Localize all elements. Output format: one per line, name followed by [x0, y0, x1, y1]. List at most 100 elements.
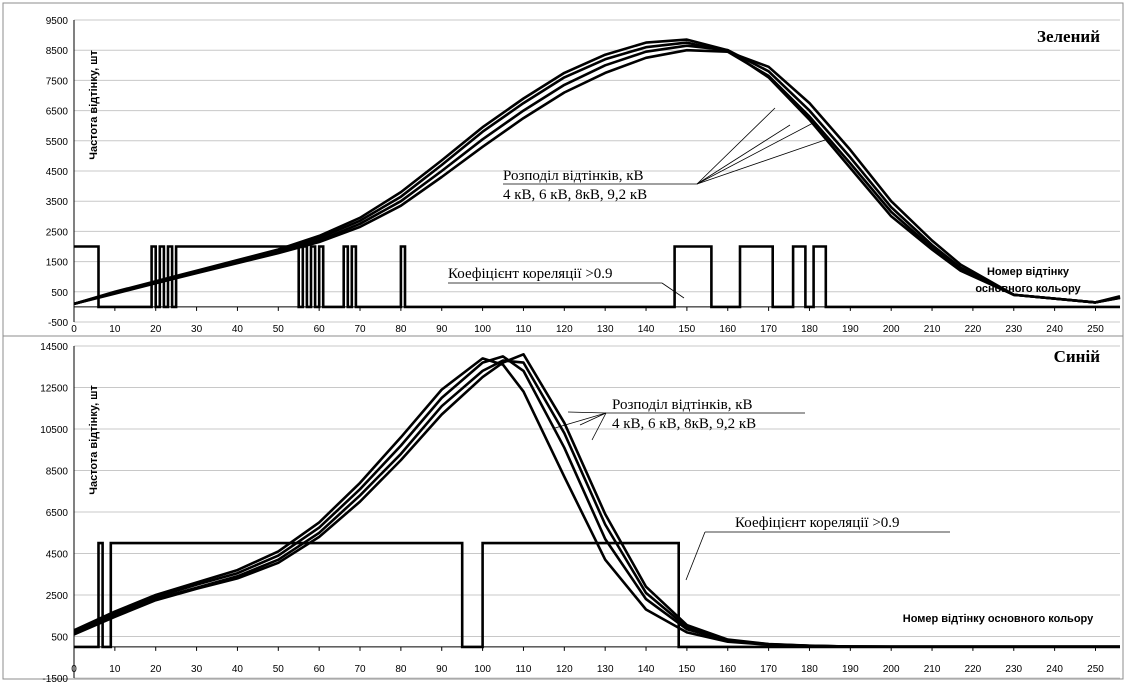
y-tick-green-6: 5500 — [46, 137, 69, 148]
x-tick-blue-12: 120 — [556, 664, 573, 675]
y-tick-green-2: 1500 — [46, 258, 69, 269]
x-tick-blue-5: 50 — [273, 664, 285, 675]
y-tick-green-3: 2500 — [46, 227, 69, 238]
chart-blue: -15005002500450065008500105001250014500 … — [40, 342, 1120, 682]
distribution-label-blue-1: Розподіл відтінків, кВ — [612, 397, 753, 413]
x-tick-green-0: 0 — [71, 324, 77, 335]
x-tick-green-5: 50 — [273, 324, 285, 335]
x-tick-green-2: 20 — [150, 324, 162, 335]
x-tick-green-1: 10 — [109, 324, 121, 335]
x-tick-blue-18: 180 — [801, 664, 818, 675]
y-tick-green-7: 6500 — [46, 107, 69, 118]
x-tick-blue-1: 10 — [109, 664, 121, 675]
y-tick-blue-0: -1500 — [42, 674, 68, 682]
chart-title-green: Зелений — [1037, 27, 1100, 46]
y-tick-blue-6: 10500 — [40, 425, 68, 436]
x-tick-green-24: 240 — [1046, 324, 1063, 335]
marks-blue — [73, 346, 1120, 678]
x-tick-blue-10: 100 — [474, 664, 491, 675]
y-tick-blue-3: 4500 — [46, 550, 69, 561]
x-tick-blue-24: 240 — [1046, 664, 1063, 675]
series-line-blue-1 — [73, 357, 1120, 649]
y-tick-green-4: 3500 — [46, 197, 69, 208]
distribution-label-green-1: Розподіл відтінків, кВ — [503, 168, 644, 184]
grid-green — [74, 19, 1120, 323]
x-tick-green-7: 70 — [354, 324, 366, 335]
y-axis-blue: -1500 500 2500 4500 6500 8500 10500 12500 14500 — [40, 342, 68, 682]
y-tick-green-8: 7500 — [46, 76, 69, 87]
distribution-label-blue-2: 4 кВ, 6 кВ, 8кВ, 9,2 кВ — [612, 416, 756, 432]
y-tick-blue-7: 12500 — [40, 384, 68, 395]
x-tick-green-15: 150 — [679, 324, 696, 335]
correlation-label-blue: Коефіцієнт кореляції >0.9 — [735, 515, 900, 531]
x-tick-green-10: 100 — [474, 324, 491, 335]
y-tick-green-10: 9500 — [46, 16, 69, 27]
y-axis-label-green: Частота відтінку, шт — [88, 50, 100, 160]
series-line-blue-4 — [73, 352, 1120, 649]
chart-title-blue: Синій — [1054, 347, 1101, 366]
x-tick-green-4: 40 — [232, 324, 244, 335]
chart-green: -500500150025003500450055006500750085009… — [46, 16, 1121, 335]
y-tick-green-9: 8500 — [46, 46, 69, 57]
x-tick-blue-13: 130 — [597, 664, 614, 675]
x-tick-blue-15: 150 — [679, 664, 696, 675]
x-tick-green-16: 160 — [719, 324, 736, 335]
y-tick-green-1: 500 — [51, 288, 68, 299]
y-tick-blue-4: 6500 — [46, 508, 69, 519]
y-axis-label-blue: Частота відтінку, шт — [88, 385, 100, 495]
x-tick-green-8: 80 — [395, 324, 407, 335]
y-tick-blue-2: 2500 — [46, 591, 69, 602]
x-axis-blue: 0102030405060708090100110120130140150160… — [71, 646, 1104, 675]
x-tick-green-11: 110 — [515, 324, 531, 335]
x-tick-blue-19: 190 — [842, 664, 859, 675]
series-line-green-4 — [73, 48, 1121, 306]
x-tick-green-14: 140 — [638, 324, 655, 335]
x-tick-blue-3: 30 — [191, 664, 203, 675]
y-axis-green: -500 500 1500 2500 3500 4500 5500 6500 7500 8500 9… — [46, 16, 69, 329]
x-tick-green-23: 230 — [1005, 324, 1022, 335]
distribution-label-green-2: 4 кВ, 6 кВ, 8кВ, 9,2 кВ — [503, 187, 647, 203]
x-tick-blue-2: 20 — [150, 664, 162, 675]
x-axis-green: 0 10 20 30 40 50 60 70 80 90 100 110 120 130 140 150 160… — [71, 306, 1104, 335]
correlation-label-green: Коефіцієнт кореляції >0.9 — [448, 266, 613, 282]
x-tick-blue-21: 210 — [924, 664, 941, 675]
x-tick-green-22: 220 — [965, 324, 982, 335]
correlation-step-line-green — [74, 245, 1120, 309]
y-tick-blue-5: 8500 — [46, 467, 69, 478]
x-tick-green-3: 30 — [191, 324, 203, 335]
x-tick-blue-16: 160 — [719, 664, 736, 675]
x-note-green-2: основного кольору — [975, 283, 1081, 295]
x-tick-green-12: 120 — [556, 324, 573, 335]
y-tick-blue-1: 500 — [51, 633, 68, 644]
correlation-leader-blue — [685, 531, 706, 581]
distribution-leaders-blue — [554, 411, 607, 441]
x-tick-blue-8: 80 — [395, 664, 407, 675]
marks-green — [73, 20, 1121, 322]
x-tick-green-13: 130 — [597, 324, 614, 335]
series-line-blue-3 — [73, 359, 1120, 649]
x-tick-green-9: 90 — [436, 324, 448, 335]
x-tick-blue-23: 230 — [1005, 664, 1022, 675]
x-tick-blue-6: 60 — [314, 664, 326, 675]
x-tick-blue-7: 70 — [354, 664, 366, 675]
x-tick-blue-22: 220 — [965, 664, 982, 675]
x-tick-blue-4: 40 — [232, 664, 244, 675]
x-tick-blue-11: 110 — [515, 664, 531, 675]
x-tick-blue-17: 170 — [760, 664, 777, 675]
x-tick-blue-20: 200 — [883, 664, 900, 675]
x-tick-blue-9: 90 — [436, 664, 448, 675]
x-tick-green-18: 180 — [801, 324, 818, 335]
x-tick-green-25: 250 — [1087, 324, 1104, 335]
y-tick-green-0: -500 — [48, 318, 68, 329]
correlation-leader-green — [661, 282, 685, 299]
x-tick-blue-25: 250 — [1087, 664, 1104, 675]
x-tick-blue-14: 140 — [638, 664, 655, 675]
x-tick-green-20: 200 — [883, 324, 900, 335]
x-note-blue-1: Номер відтінку основного кольору — [903, 613, 1094, 625]
x-tick-green-19: 190 — [842, 324, 859, 335]
x-tick-green-17: 170 — [760, 324, 777, 335]
x-note-green-1: Номер відтінку — [987, 266, 1070, 278]
y-tick-green-5: 4500 — [46, 167, 69, 178]
